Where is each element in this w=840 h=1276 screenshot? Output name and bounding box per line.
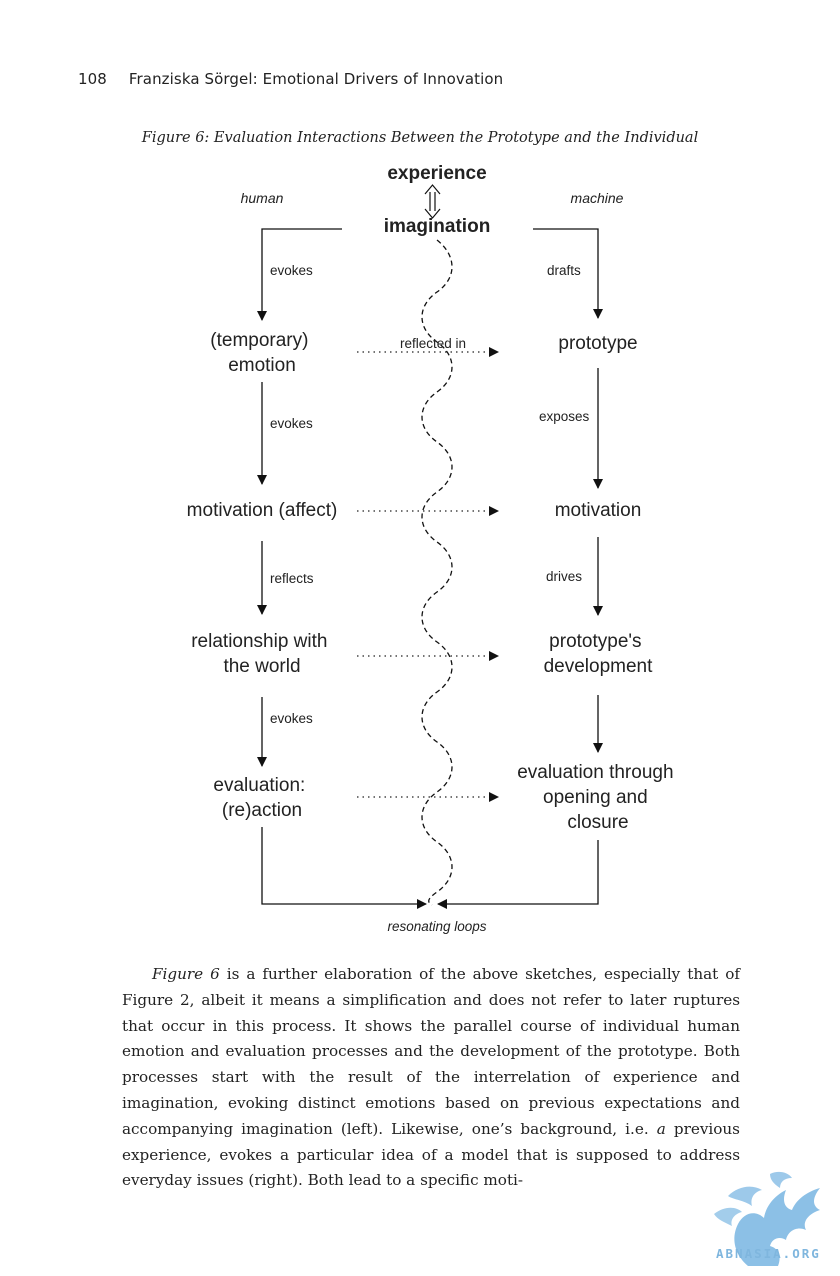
resonating-wave-line: [421, 239, 453, 906]
node-text-line: the world: [223, 656, 300, 677]
figure-diagram: experience imagination human machine (: [187, 163, 679, 934]
edge-label-reflects: reflects: [270, 571, 314, 586]
edge-label-evokes-2: evokes: [270, 416, 313, 431]
figure-caption: Figure 6: Evaluation Interactions Betwee…: [141, 130, 699, 146]
node-text-line: evaluation through: [517, 762, 673, 783]
human-label: human: [241, 190, 284, 206]
machine-label: machine: [571, 190, 624, 206]
node-text-line: opening and: [543, 787, 648, 808]
node-prototype: prototype: [558, 333, 637, 354]
node-text-line: emotion: [228, 355, 296, 376]
node-text-line: (temporary): [210, 330, 308, 351]
paragraph-text: is a further elaboration of the above sk…: [122, 965, 740, 1138]
bottom-label-resonating-loops: resonating loops: [387, 919, 486, 934]
paragraph-text-end: previous experience, evokes a particular…: [122, 1119, 740, 1190]
node-temporary-emotion: (temporary) emotion: [210, 330, 313, 376]
edge-label-evokes-1: evokes: [270, 263, 313, 278]
left-top-connector: [257, 228, 342, 321]
right-top-connector: [533, 228, 603, 319]
watermark-text: ABNASIA.ORG: [716, 1246, 821, 1261]
left-bottom-connector: [261, 827, 427, 909]
edge-label-drafts: drafts: [547, 263, 581, 278]
experience-imagination-double-arrow: [424, 184, 441, 219]
edge-label-exposes: exposes: [539, 409, 590, 424]
edge-label-drives: drives: [546, 569, 582, 584]
page-number: 108: [78, 70, 107, 88]
emphasis-a: a: [656, 1119, 666, 1138]
node-text-line: evaluation:: [213, 775, 305, 796]
node-relationship-world: relationship with the world: [191, 631, 333, 677]
cross-label-reflected-in: reflected in: [400, 336, 466, 351]
node-text-line: (re)action: [222, 800, 302, 821]
node-motivation: motivation: [555, 500, 642, 521]
imagination-label: imagination: [384, 216, 491, 237]
node-text-line: motivation (affect): [187, 500, 338, 521]
running-header: 108 Franziska Sörgel: Emotional Drivers …: [78, 70, 503, 88]
node-text-line: relationship with: [191, 631, 327, 652]
node-text-line: prototype's: [549, 631, 641, 652]
node-evaluation-reaction: evaluation: (re)action: [213, 775, 310, 821]
node-text-line: prototype: [558, 333, 637, 354]
right-bottom-connector: [437, 840, 599, 909]
node-prototype-development: prototype's development: [544, 631, 654, 677]
edge-label-evokes-3: evokes: [270, 711, 313, 726]
experience-label: experience: [387, 163, 486, 184]
paragraph: Figure 6 is a further elaboration of the…: [122, 962, 740, 1194]
figure-reference: Figure 6: [152, 965, 220, 983]
node-text-line: motivation: [555, 500, 642, 521]
node-motivation-affect: motivation (affect): [187, 500, 338, 521]
node-text-line: closure: [567, 812, 628, 833]
griffin-logo-icon: [714, 1171, 820, 1266]
node-text-line: development: [544, 656, 654, 677]
running-title: Franziska Sörgel: Emotional Drivers of I…: [128, 70, 504, 88]
body-paragraph: Figure 6 is a further elaboration of the…: [122, 962, 740, 1194]
node-evaluation-opening-closure: evaluation through opening and closure: [517, 762, 679, 833]
